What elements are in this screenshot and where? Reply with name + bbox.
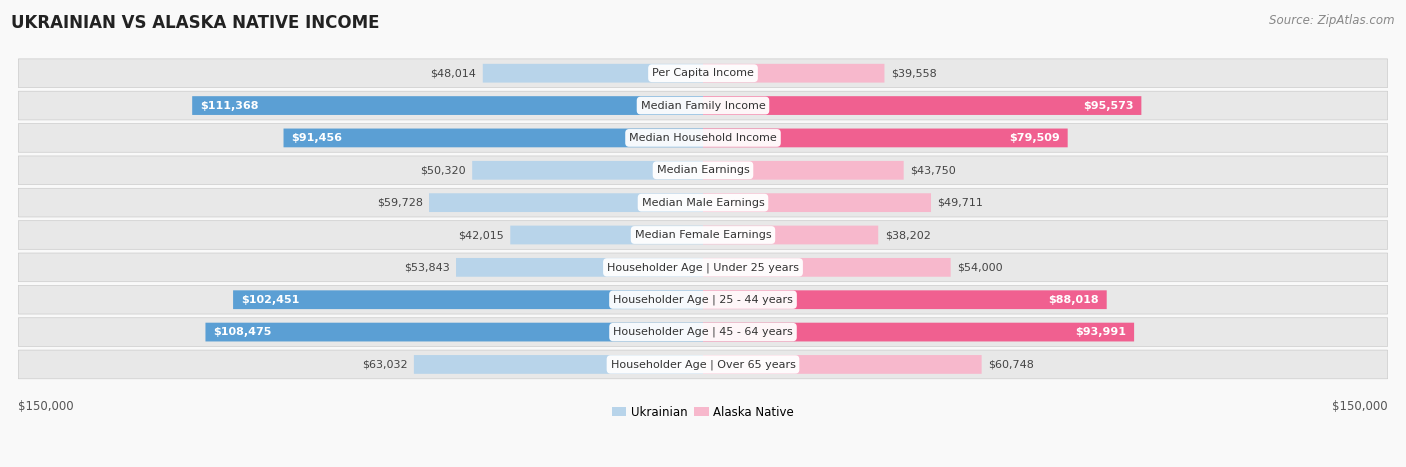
FancyBboxPatch shape xyxy=(703,161,904,180)
Text: $42,015: $42,015 xyxy=(458,230,503,240)
Text: $79,509: $79,509 xyxy=(1010,133,1060,143)
Text: $43,750: $43,750 xyxy=(910,165,956,175)
FancyBboxPatch shape xyxy=(429,193,703,212)
FancyBboxPatch shape xyxy=(703,355,981,374)
FancyBboxPatch shape xyxy=(18,285,1388,314)
FancyBboxPatch shape xyxy=(413,355,703,374)
Text: Householder Age | 45 - 64 years: Householder Age | 45 - 64 years xyxy=(613,327,793,337)
FancyBboxPatch shape xyxy=(193,96,703,115)
Legend: Ukrainian, Alaska Native: Ukrainian, Alaska Native xyxy=(607,401,799,423)
FancyBboxPatch shape xyxy=(18,188,1388,217)
FancyBboxPatch shape xyxy=(18,221,1388,249)
Text: Householder Age | Over 65 years: Householder Age | Over 65 years xyxy=(610,359,796,370)
FancyBboxPatch shape xyxy=(703,128,1067,147)
Text: $49,711: $49,711 xyxy=(938,198,983,208)
FancyBboxPatch shape xyxy=(18,124,1388,152)
FancyBboxPatch shape xyxy=(18,91,1388,120)
FancyBboxPatch shape xyxy=(482,64,703,83)
FancyBboxPatch shape xyxy=(703,64,884,83)
Text: Source: ZipAtlas.com: Source: ZipAtlas.com xyxy=(1270,14,1395,27)
FancyBboxPatch shape xyxy=(703,96,1142,115)
FancyBboxPatch shape xyxy=(205,323,703,341)
Text: $63,032: $63,032 xyxy=(361,360,408,369)
Text: $108,475: $108,475 xyxy=(214,327,271,337)
Text: UKRAINIAN VS ALASKA NATIVE INCOME: UKRAINIAN VS ALASKA NATIVE INCOME xyxy=(11,14,380,32)
FancyBboxPatch shape xyxy=(703,290,1107,309)
Text: Per Capita Income: Per Capita Income xyxy=(652,68,754,78)
FancyBboxPatch shape xyxy=(18,156,1388,184)
FancyBboxPatch shape xyxy=(18,59,1388,87)
FancyBboxPatch shape xyxy=(510,226,703,244)
FancyBboxPatch shape xyxy=(18,350,1388,379)
Text: $53,843: $53,843 xyxy=(404,262,450,272)
Text: $38,202: $38,202 xyxy=(884,230,931,240)
Text: Median Male Earnings: Median Male Earnings xyxy=(641,198,765,208)
FancyBboxPatch shape xyxy=(456,258,703,277)
Text: $150,000: $150,000 xyxy=(1331,400,1388,413)
Text: $48,014: $48,014 xyxy=(430,68,477,78)
FancyBboxPatch shape xyxy=(18,318,1388,347)
Text: $39,558: $39,558 xyxy=(891,68,936,78)
Text: $91,456: $91,456 xyxy=(291,133,343,143)
Text: $88,018: $88,018 xyxy=(1047,295,1098,305)
Text: Median Female Earnings: Median Female Earnings xyxy=(634,230,772,240)
FancyBboxPatch shape xyxy=(703,193,931,212)
FancyBboxPatch shape xyxy=(18,253,1388,282)
FancyBboxPatch shape xyxy=(703,323,1135,341)
FancyBboxPatch shape xyxy=(703,226,879,244)
FancyBboxPatch shape xyxy=(284,128,703,147)
Text: Median Family Income: Median Family Income xyxy=(641,100,765,111)
Text: $150,000: $150,000 xyxy=(18,400,75,413)
Text: $102,451: $102,451 xyxy=(240,295,299,305)
Text: Householder Age | Under 25 years: Householder Age | Under 25 years xyxy=(607,262,799,273)
Text: $59,728: $59,728 xyxy=(377,198,423,208)
Text: Median Household Income: Median Household Income xyxy=(628,133,778,143)
FancyBboxPatch shape xyxy=(703,258,950,277)
FancyBboxPatch shape xyxy=(472,161,703,180)
Text: Householder Age | 25 - 44 years: Householder Age | 25 - 44 years xyxy=(613,295,793,305)
Text: $54,000: $54,000 xyxy=(957,262,1002,272)
Text: Median Earnings: Median Earnings xyxy=(657,165,749,175)
FancyBboxPatch shape xyxy=(233,290,703,309)
Text: $93,991: $93,991 xyxy=(1076,327,1126,337)
Text: $111,368: $111,368 xyxy=(200,100,259,111)
Text: $50,320: $50,320 xyxy=(420,165,465,175)
Text: $95,573: $95,573 xyxy=(1083,100,1133,111)
Text: $60,748: $60,748 xyxy=(988,360,1033,369)
